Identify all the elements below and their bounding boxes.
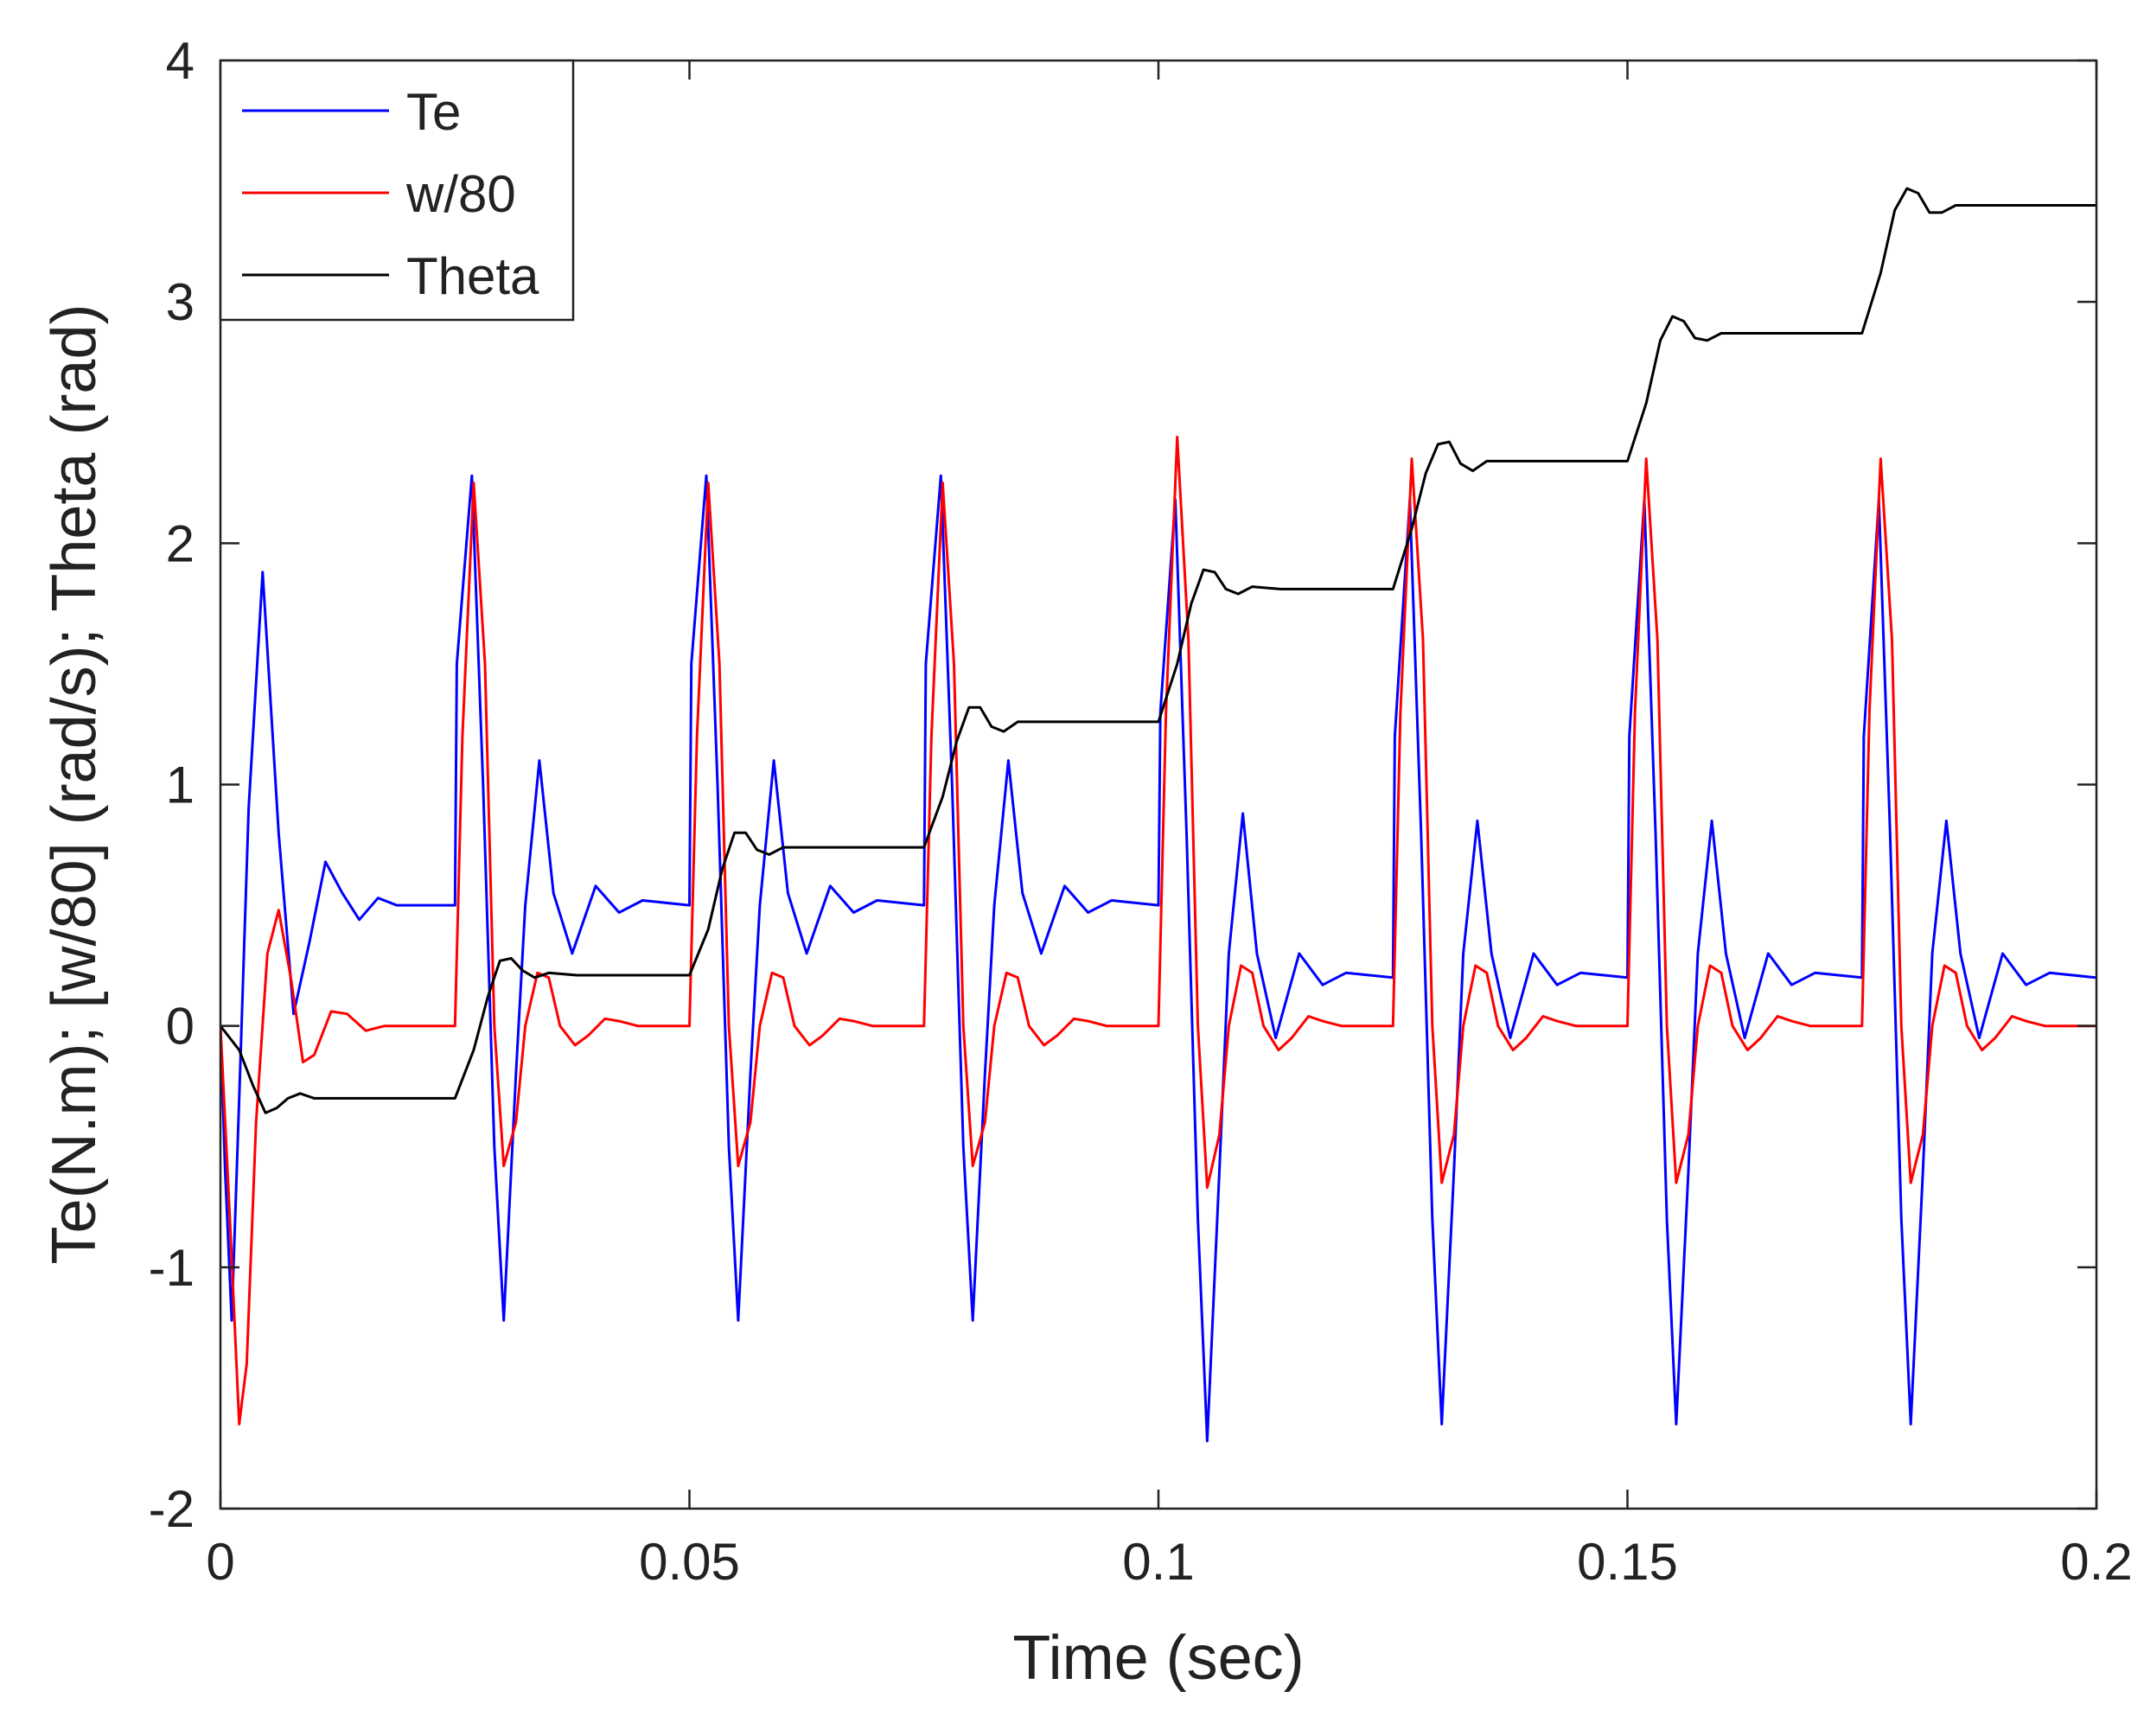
y-axis-title: Te(N.m); [w/80] (rad/s); Theta (rad) <box>40 304 109 1265</box>
y-tick-label: -1 <box>149 1239 195 1297</box>
series-line-theta <box>220 187 2096 1114</box>
y-tick-label: 0 <box>166 998 195 1056</box>
x-tick-label: 0.1 <box>1122 1533 1194 1591</box>
y-tick-label: 2 <box>166 514 195 572</box>
x-tick-label: 0.05 <box>639 1533 740 1591</box>
legend-label-theta: Theta <box>406 247 539 305</box>
legend-label-w80: w/80 <box>405 165 516 223</box>
series-layer <box>220 187 2096 1443</box>
y-tick-label: -2 <box>149 1480 195 1538</box>
x-tick-label: 0 <box>206 1533 234 1591</box>
series-line-te <box>220 474 2096 1443</box>
y-tick-label: 3 <box>166 273 195 331</box>
y-axis: -2 -1 0 1 2 3 4 <box>149 32 2096 1538</box>
legend-box <box>219 59 575 322</box>
y-tick-label: 1 <box>166 756 195 814</box>
series-line-w-80 <box>220 436 2096 1426</box>
x-axis: 0 0.05 0.1 0.15 0.2 <box>206 61 2133 1591</box>
x-axis-title: Time (sec) <box>1012 1624 1304 1693</box>
x-tick-label: 0.15 <box>1577 1533 1678 1591</box>
legend-label-te: Te <box>406 83 461 141</box>
x-tick-label: 0.2 <box>2060 1533 2132 1591</box>
y-tick-label: 4 <box>166 32 195 90</box>
legend: Te w/80 Theta <box>219 59 575 322</box>
